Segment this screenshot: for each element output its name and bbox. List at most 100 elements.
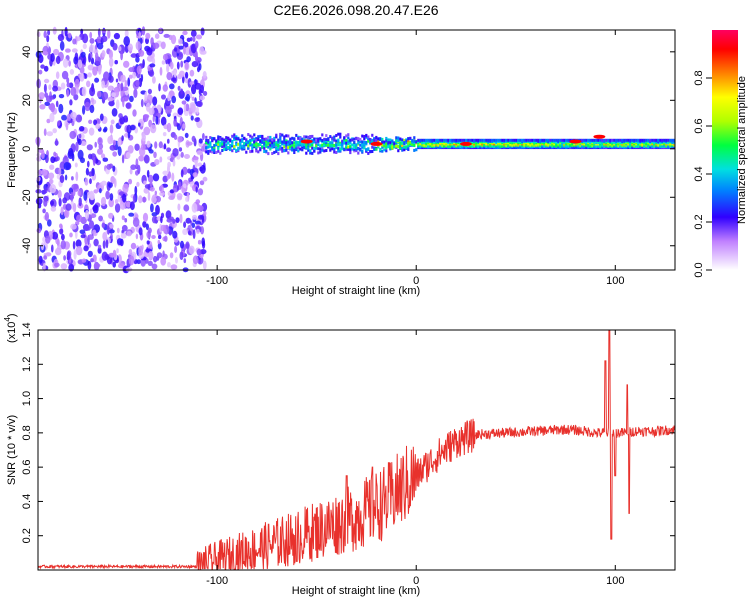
heatmap-cell bbox=[138, 49, 145, 57]
heatmap-cell bbox=[183, 46, 186, 55]
heatmap-cell bbox=[151, 263, 158, 270]
heatmap-cell bbox=[237, 137, 240, 141]
heatmap-cell bbox=[109, 223, 114, 229]
heatmap-cell bbox=[153, 42, 160, 49]
heatmap-cell bbox=[219, 137, 222, 141]
heatmap-cell bbox=[285, 134, 288, 138]
heatmap-cell bbox=[641, 138, 644, 142]
heatmap-cell bbox=[311, 134, 314, 138]
heatmap-cell bbox=[146, 240, 150, 245]
heatmap-cell bbox=[279, 147, 282, 151]
heatmap-cell bbox=[317, 147, 320, 151]
heatmap-cell bbox=[185, 103, 190, 112]
heatmap-cell bbox=[151, 215, 158, 224]
heatmap-cell bbox=[162, 84, 168, 92]
heatmap-cell bbox=[38, 54, 44, 64]
heatmap-cell bbox=[101, 251, 108, 261]
heatmap-cell bbox=[271, 143, 274, 147]
heatmap-cell bbox=[112, 261, 116, 268]
heatmap-cell bbox=[319, 147, 322, 151]
heatmap-cell bbox=[184, 132, 189, 138]
heatmap-cell bbox=[62, 197, 68, 204]
heatmap-cell bbox=[142, 221, 147, 228]
heatmap-cell bbox=[197, 239, 202, 245]
heatmap-cell bbox=[128, 178, 133, 185]
heatmap-cell bbox=[183, 221, 187, 228]
heatmap-cell bbox=[243, 146, 246, 150]
heatmap-cell bbox=[188, 245, 195, 255]
heatmap-cell bbox=[166, 72, 173, 81]
heatmap-cell bbox=[107, 29, 111, 39]
heatmap-cell bbox=[319, 150, 322, 154]
heatmap-cell bbox=[87, 191, 92, 199]
heatmap-cell bbox=[355, 147, 358, 151]
heatmap-cell bbox=[295, 140, 298, 144]
heatmap-cell bbox=[183, 258, 187, 264]
heatmap-cell bbox=[87, 250, 93, 258]
heatmap-cell bbox=[623, 138, 626, 142]
heatmap-cell bbox=[92, 205, 98, 211]
heatmap-cell bbox=[147, 227, 152, 234]
heatmap-cell bbox=[125, 151, 131, 159]
heatmap-cell bbox=[335, 141, 338, 145]
heatmap-cell bbox=[353, 144, 356, 147]
heatmap-cell bbox=[265, 149, 268, 153]
heatmap-cell bbox=[351, 138, 354, 142]
heatmap-cell bbox=[403, 148, 406, 152]
heatmap-cell bbox=[43, 255, 48, 260]
heatmap-cell bbox=[247, 146, 250, 150]
heatmap-cell bbox=[78, 133, 82, 139]
heatmap-cell bbox=[160, 116, 167, 126]
heatmap-cell bbox=[645, 138, 648, 142]
heatmap-cell bbox=[180, 151, 184, 158]
figure-title: C2E6.2026.098.20.47.E26 bbox=[273, 2, 438, 18]
heatmap-cell bbox=[112, 43, 118, 51]
heatmap-cell bbox=[601, 138, 604, 142]
heatmap-cell bbox=[267, 152, 270, 156]
heatmap-cell bbox=[153, 255, 158, 263]
heatmap-cell bbox=[84, 73, 88, 79]
heatmap-cell bbox=[93, 119, 98, 126]
heatmap-cell bbox=[291, 143, 294, 147]
heatmap-cell bbox=[231, 142, 234, 146]
heatmap-cell bbox=[501, 138, 504, 142]
heatmap-cell bbox=[321, 143, 324, 147]
heatmap-cell bbox=[359, 138, 362, 141]
heatmap-cell bbox=[303, 145, 306, 149]
heatmap-cell bbox=[403, 139, 406, 143]
heatmap-cell bbox=[335, 151, 338, 154]
heatmap-cell bbox=[301, 137, 304, 141]
heatmap-cell bbox=[196, 205, 204, 212]
heatmap-cell bbox=[173, 134, 178, 140]
heatmap-cell bbox=[217, 147, 220, 150]
heatmap-cell bbox=[118, 46, 122, 52]
heatmap-cell bbox=[277, 145, 280, 149]
heatmap-cell bbox=[393, 142, 396, 146]
heatmap-cell bbox=[307, 135, 310, 139]
heatmap-cell bbox=[53, 151, 57, 157]
heatmap-cell bbox=[141, 133, 146, 142]
colorbar-tick-label: 0.0 bbox=[693, 262, 705, 277]
heatmap-cell bbox=[70, 223, 77, 230]
heatmap-cell bbox=[241, 144, 244, 148]
heatmap-cell bbox=[269, 147, 272, 151]
heatmap-cell bbox=[659, 138, 662, 142]
heatmap-cell bbox=[235, 135, 238, 139]
heatmap-cell bbox=[147, 94, 151, 100]
colorbar-label: Normalized spectral amplitude bbox=[736, 76, 748, 224]
heatmap-cell bbox=[357, 151, 360, 155]
heatmap-cell bbox=[71, 48, 78, 53]
snr-y-ticks: 0.2 0.4 0.6 0.8 1.0 1.2 1.4 bbox=[21, 322, 675, 543]
heatmap-cell bbox=[83, 245, 89, 252]
heatmap-cell bbox=[58, 94, 65, 99]
heatmap-cell bbox=[229, 138, 232, 142]
heatmap-cell bbox=[333, 144, 336, 147]
heatmap-cell bbox=[513, 138, 516, 142]
heatmap-cell bbox=[339, 149, 342, 153]
heatmap-cell bbox=[109, 144, 117, 151]
heatmap-cell bbox=[503, 138, 506, 142]
heatmap-cell bbox=[35, 197, 43, 205]
heatmap-cell bbox=[355, 137, 358, 141]
heatmap-cell bbox=[259, 143, 262, 146]
